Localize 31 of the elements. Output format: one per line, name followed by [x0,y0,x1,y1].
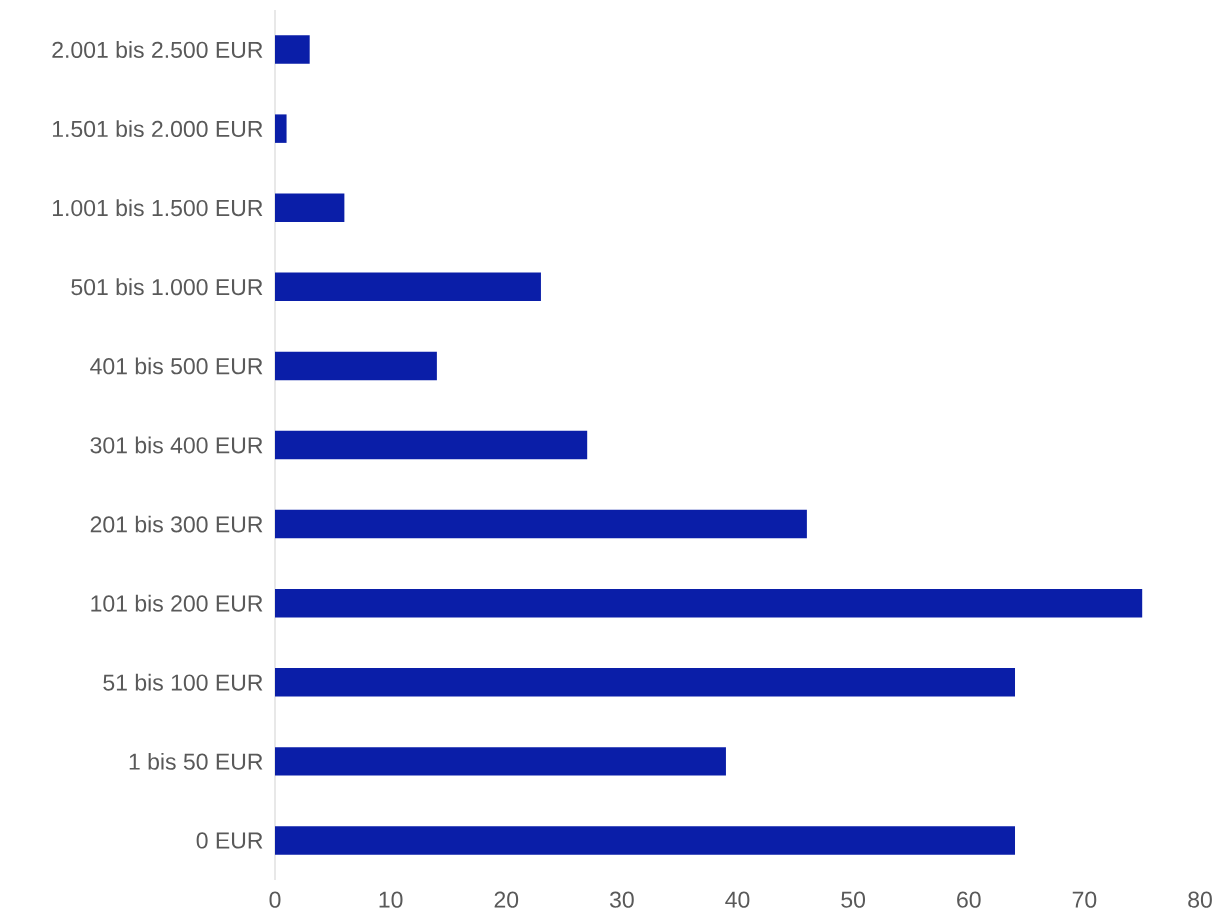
y-tick-label: 501 bis 1.000 EUR [71,278,263,296]
x-tick-label: 30 [609,891,634,908]
y-tick-label: 1.501 bis 2.000 EUR [52,120,263,138]
x-tick-label: 0 [269,891,281,908]
y-tick-label: 101 bis 200 EUR [91,594,263,612]
x-tick-label: 80 [1188,891,1212,908]
y-tick-label: 301 bis 400 EUR [90,436,263,454]
bar [275,351,437,381]
x-tick-label: 70 [1072,891,1097,908]
bar [275,35,310,64]
bar [275,430,588,460]
y-tick-label: 2.001 bis 2.500 EUR [52,41,263,58]
bar [275,826,1016,855]
bar [275,272,541,302]
bar [275,668,1016,697]
x-tick-label: 10 [379,891,403,908]
bar [275,114,287,143]
y-tick-label: 401 bis 500 EUR [90,357,263,375]
x-tick-label: 50 [841,891,866,908]
bar [275,588,1143,618]
x-tick-label: 40 [725,891,750,908]
y-tick-label: 1 bis 50 EUR [129,752,263,770]
bar [275,193,345,222]
y-tick-label: 1.001 bis 1.500 EUR [52,199,263,217]
y-tick-label: 51 bis 100 EUR [103,673,263,691]
x-tick-label: 20 [494,891,519,908]
y-tick-label: 201 bis 300 EUR [90,515,263,533]
y-tick-label: 0 EUR [196,832,263,849]
bar [275,747,726,776]
bar [275,509,807,539]
x-tick-label: 60 [957,891,981,908]
